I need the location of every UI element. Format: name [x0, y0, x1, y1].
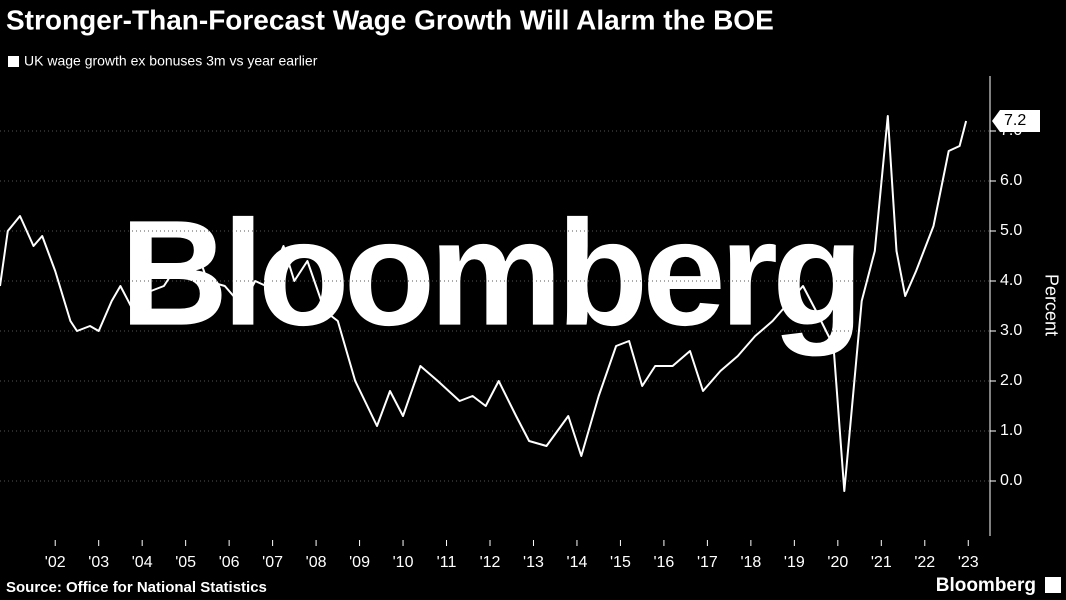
logo: Bloomberg [936, 575, 1036, 596]
y-tick-label: 1.0 [1000, 422, 1022, 439]
x-tick-label: '10 [393, 554, 414, 571]
logo-icon [1045, 577, 1061, 593]
x-tick-label: '03 [88, 554, 109, 571]
x-tick-label: '12 [480, 554, 501, 571]
line-series [0, 115, 968, 492]
x-tick-label: '06 [219, 554, 240, 571]
chart-title: Stronger-Than-Forecast Wage Growth Will … [6, 4, 774, 35]
last-value-box [992, 110, 1040, 132]
x-tick-label: '23 [958, 554, 979, 571]
x-tick-label: '16 [653, 554, 674, 571]
legend-swatch [8, 56, 19, 67]
x-tick-label: '15 [610, 554, 631, 571]
source: Source: Office for National Statistics [6, 579, 267, 596]
x-tick-label: '17 [697, 554, 718, 571]
x-tick-label: '14 [567, 554, 588, 571]
x-tick-label: '19 [784, 554, 805, 571]
x-tick-label: '13 [523, 554, 544, 571]
y-tick-label: 4.0 [1000, 272, 1022, 289]
y-tick-label: 6.0 [1000, 172, 1022, 189]
x-tick-label: '22 [914, 554, 935, 571]
legend-label: UK wage growth ex bonuses 3m vs year ear… [24, 53, 318, 69]
x-tick-label: '20 [827, 554, 848, 571]
x-tick-label: '08 [306, 554, 327, 571]
y-tick-label: 2.0 [1000, 372, 1022, 389]
y-axis-label: Percent [1041, 274, 1061, 336]
watermark: Bloomberg [120, 189, 858, 357]
x-tick-label: '05 [175, 554, 196, 571]
x-tick-label: '04 [132, 554, 153, 571]
y-tick-label: 3.0 [1000, 322, 1022, 339]
y-tick-label: 5.0 [1000, 222, 1022, 239]
x-tick-label: '09 [349, 554, 370, 571]
x-tick-label: '18 [740, 554, 761, 571]
x-tick-label: '11 [437, 554, 457, 571]
x-tick-label: '07 [262, 554, 283, 571]
last-value-label: 7.2 [1004, 112, 1026, 129]
y-tick-label: 0.0 [1000, 472, 1022, 489]
x-tick-label: '21 [871, 554, 892, 571]
x-tick-label: '02 [45, 554, 66, 571]
